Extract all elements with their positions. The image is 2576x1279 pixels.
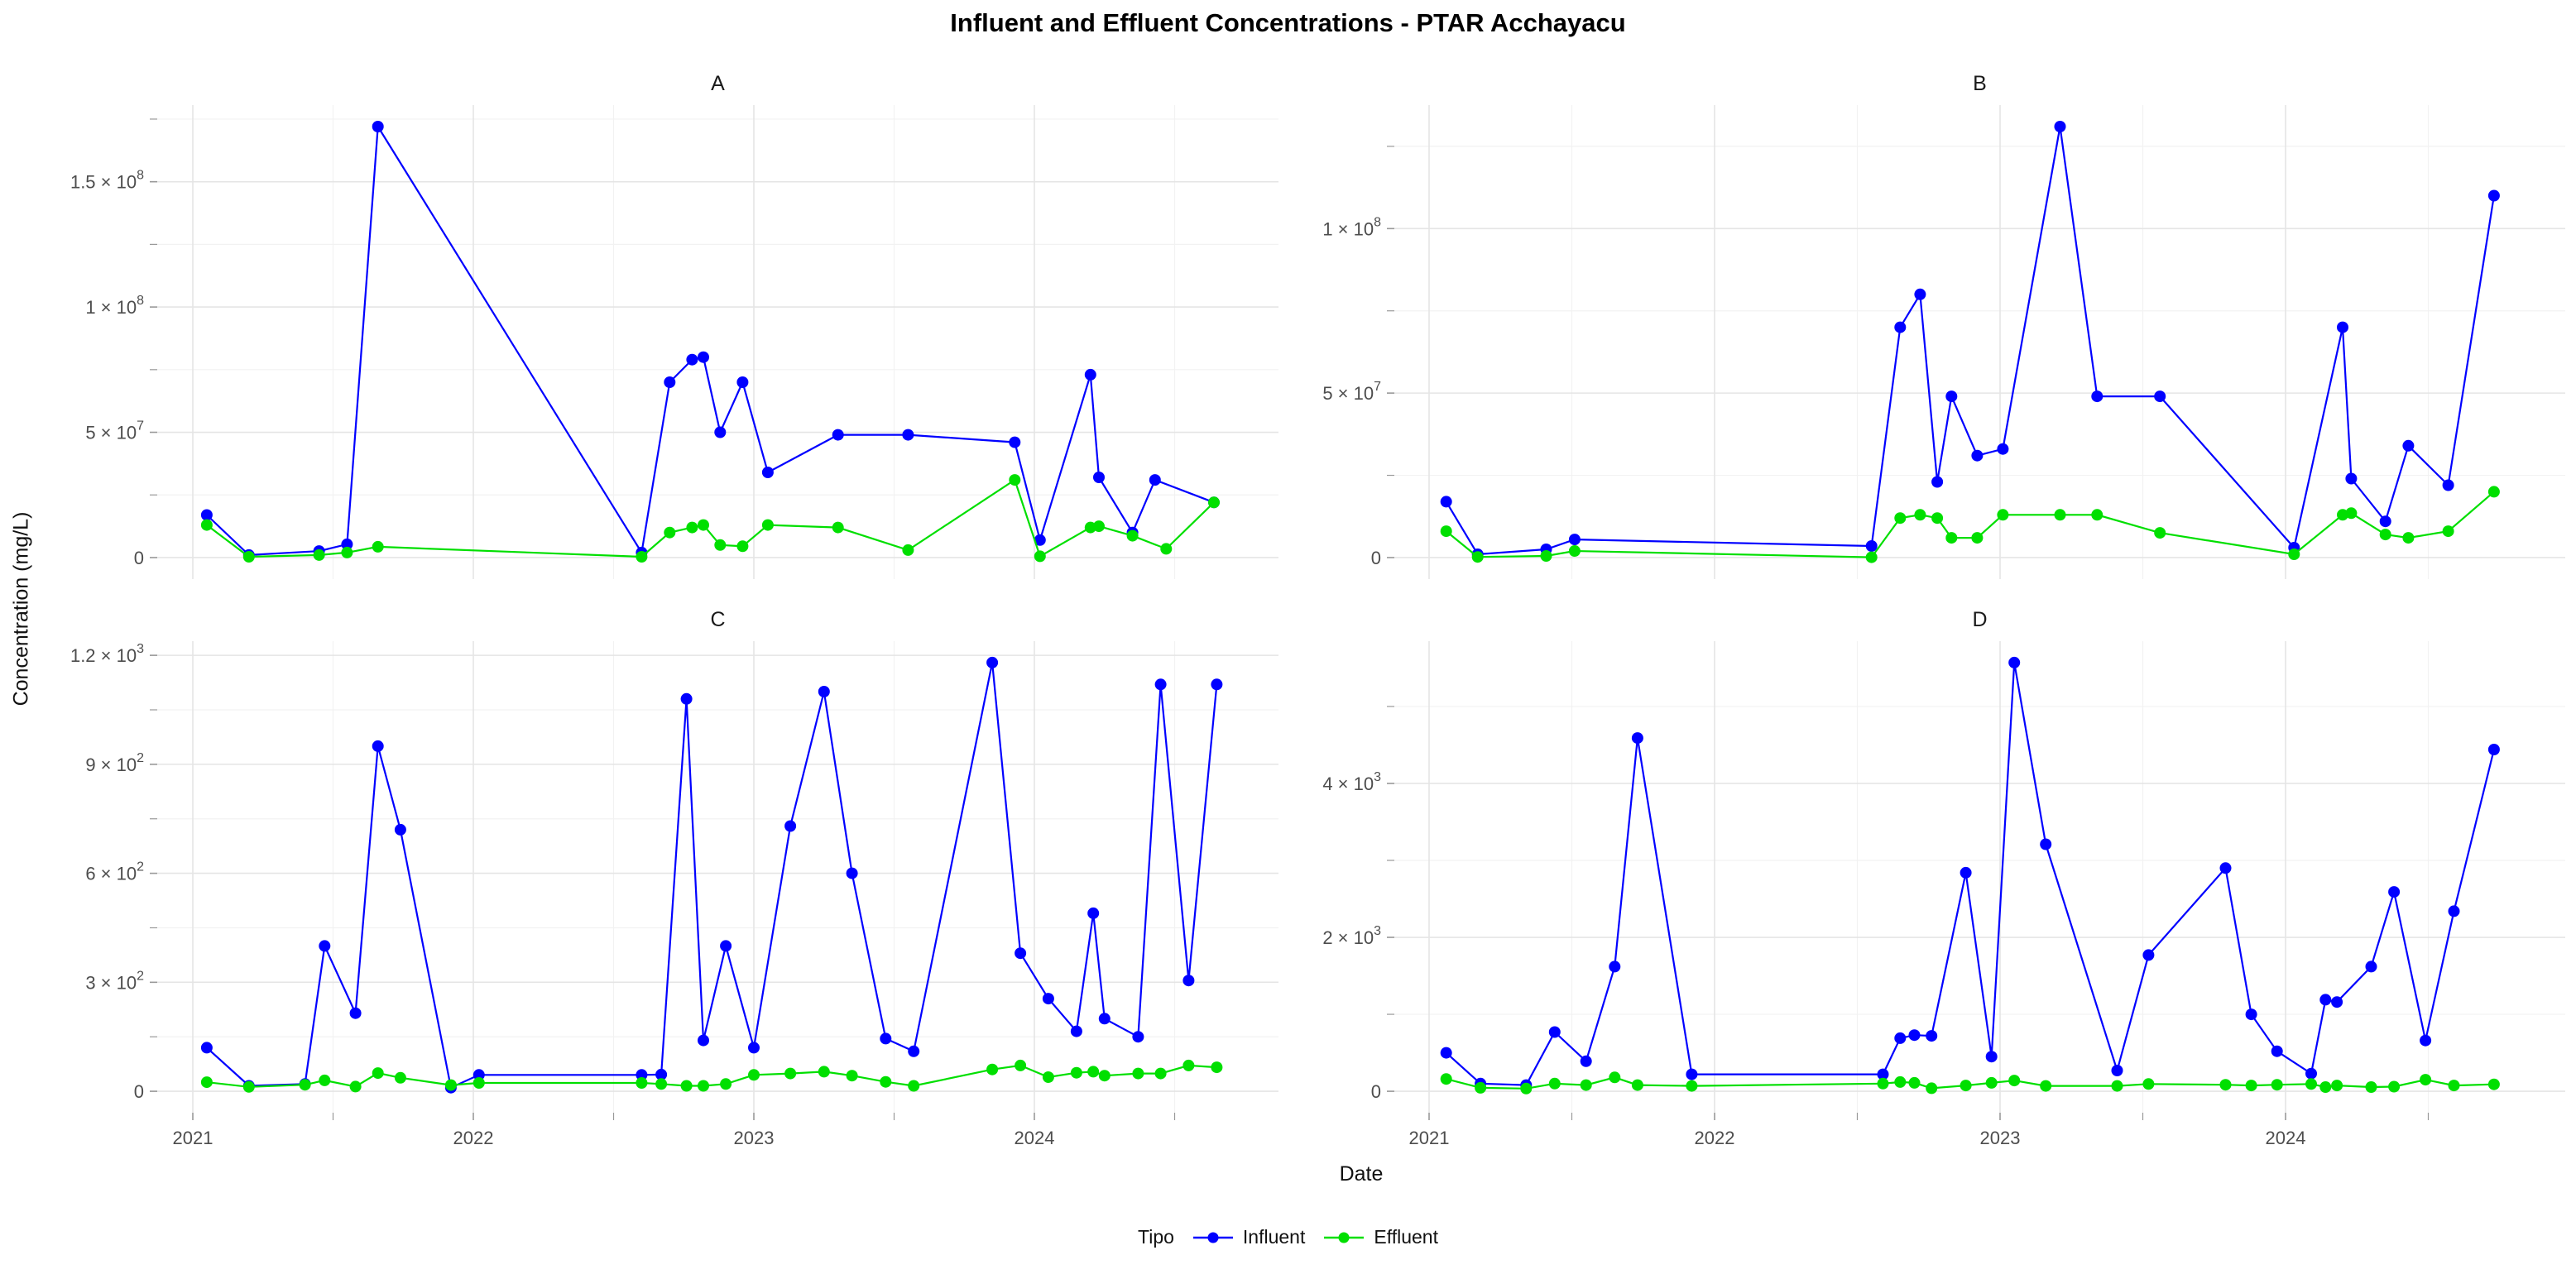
legend-item-label: Influent (1242, 1226, 1306, 1248)
panel-A: 0 5 × 107 1 × 108 1.5 × 108 A (70, 72, 1278, 579)
svg-text:1.2 × 103: 1.2 × 103 (70, 642, 144, 666)
chart-title: Influent and Effluent Concentrations - P… (950, 8, 1626, 37)
svg-text:6 × 102: 6 × 102 (85, 860, 144, 884)
panel-B: 0 5 × 107 1 × 108 B (1322, 72, 2565, 579)
panel-D-influent-series (1440, 656, 2500, 1091)
svg-text:0: 0 (134, 1081, 144, 1102)
legend-item-effluent: Effluent (1322, 1226, 1438, 1248)
panel-D-label: D (1972, 608, 1987, 631)
legend-item-label: Effluent (1374, 1226, 1438, 1248)
panel-A-major-grid (157, 105, 1278, 579)
svg-text:1.5 × 108: 1.5 × 108 (70, 169, 144, 193)
svg-text:5 × 107: 5 × 107 (1322, 380, 1381, 404)
legend: Tipo Influent Effluent (0, 1226, 2576, 1248)
panel-D: 0 2 × 103 4 × 103 2021 2022 2023 2024 D (1322, 608, 2565, 1148)
panel-C-major-grid (157, 641, 1278, 1113)
panel-B-influent-series (1440, 121, 2500, 560)
panel-C-x-axis: 2021 2022 2023 2024 (173, 1113, 1176, 1148)
influent-key-icon (1192, 1232, 1233, 1243)
svg-text:1 × 108: 1 × 108 (1322, 215, 1381, 239)
svg-text:0: 0 (1371, 1081, 1381, 1102)
panel-C-effluent-series (200, 1059, 1223, 1093)
svg-text:4 × 103: 4 × 103 (1322, 770, 1381, 794)
svg-text:2 × 103: 2 × 103 (1322, 924, 1381, 948)
panel-A-effluent-series (200, 474, 1220, 563)
svg-text:2024: 2024 (2266, 1128, 2306, 1148)
panel-A-y-axis: 0 5 × 107 1 × 108 1.5 × 108 (70, 118, 157, 568)
panel-D-x-axis: 2021 2022 2023 2024 (1409, 1113, 2430, 1148)
svg-text:2023: 2023 (1980, 1128, 2021, 1148)
svg-text:9 × 102: 9 × 102 (85, 751, 144, 775)
panel-B-minor-grid (1394, 105, 2565, 579)
x-axis-title: Date (1339, 1162, 1384, 1186)
panel-C-y-axis: 0 3 × 102 6 × 102 9 × 102 1.2 × 103 (70, 642, 157, 1102)
svg-text:2022: 2022 (1695, 1128, 1735, 1148)
panel-C-influent-series (200, 656, 1223, 1094)
svg-text:2021: 2021 (173, 1128, 213, 1148)
svg-text:2024: 2024 (1015, 1128, 1055, 1148)
panel-B-major-grid (1394, 105, 2565, 579)
legend-item-influent: Influent (1191, 1226, 1305, 1248)
panel-D-major-grid (1394, 641, 2565, 1113)
legend-title: Tipo (1138, 1226, 1174, 1248)
svg-text:5 × 107: 5 × 107 (85, 419, 144, 443)
svg-text:2023: 2023 (734, 1128, 775, 1148)
svg-text:1 × 108: 1 × 108 (85, 294, 144, 318)
panel-C-label: C (710, 608, 725, 631)
panel-D-y-axis: 0 2 × 103 4 × 103 (1322, 706, 1394, 1102)
panel-A-label: A (711, 72, 725, 95)
panel-B-y-axis: 0 5 × 107 1 × 108 (1322, 146, 1394, 568)
panel-A-minor-grid (157, 105, 1278, 579)
panel-B-label: B (1973, 72, 1987, 95)
svg-text:0: 0 (1371, 548, 1381, 568)
svg-text:0: 0 (134, 548, 144, 568)
svg-text:2021: 2021 (1409, 1128, 1450, 1148)
svg-text:2022: 2022 (453, 1128, 494, 1148)
panel-D-effluent-series (1440, 1071, 2500, 1095)
effluent-key-icon (1324, 1232, 1365, 1243)
panel-C-minor-grid (157, 641, 1278, 1113)
panel-D-minor-grid (1394, 641, 2565, 1113)
svg-text:3 × 102: 3 × 102 (85, 969, 144, 993)
panel-B-effluent-series (1440, 486, 2500, 563)
